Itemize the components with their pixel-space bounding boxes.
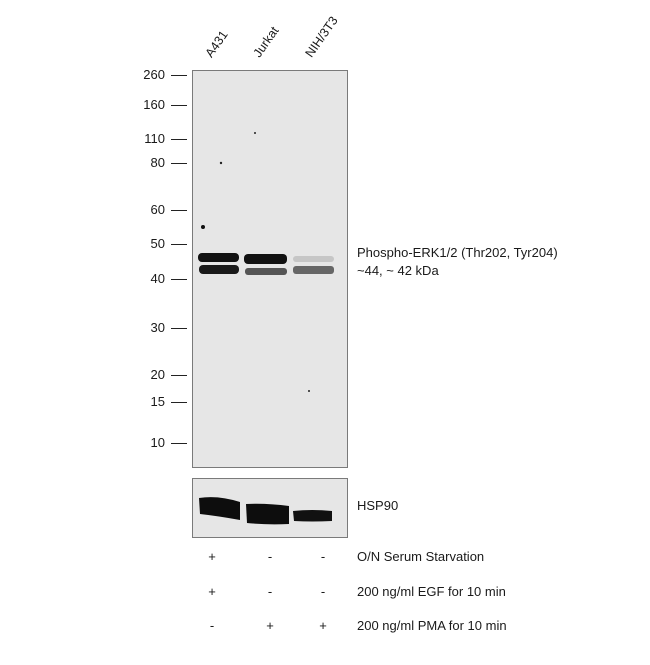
target-protein-label: Phospho-ERK1/2 (Thr202, Tyr204)	[357, 245, 558, 260]
condition-label: O/N Serum Starvation	[357, 549, 485, 564]
marker-tick-15	[171, 402, 187, 403]
condition-symbol: -	[209, 618, 215, 633]
lane-label-nih3t3: NIH/3T3	[302, 13, 341, 61]
marker-label-260: 260	[143, 67, 165, 82]
condition-symbol: +	[208, 584, 216, 599]
marker-label-60: 60	[150, 202, 165, 217]
band-nih3t3-42kda	[293, 266, 334, 274]
lane-label-a431: A431	[202, 28, 231, 60]
marker-label-160: 160	[143, 97, 165, 112]
band-jurkat-42kda	[245, 268, 287, 275]
marker-label-30: 30	[150, 320, 165, 335]
marker-tick-40	[171, 279, 187, 280]
loading-control-label: HSP90	[357, 498, 399, 513]
hsp90-bands	[199, 497, 332, 525]
marker-tick-20	[171, 375, 187, 376]
band-nih3t3-44kda	[293, 256, 334, 262]
marker-label-15: 15	[150, 394, 165, 409]
band-hsp90-a431	[199, 497, 240, 520]
condition-label: 200 ng/ml PMA for 10 min	[357, 618, 507, 633]
erk-bands	[198, 132, 334, 392]
marker-tick-10	[171, 443, 187, 444]
marker-label-10: 10	[150, 435, 165, 450]
marker-label-20: 20	[150, 367, 165, 382]
marker-label-110: 110	[144, 131, 165, 146]
condition-symbol: -	[320, 584, 326, 599]
marker-label-50: 50	[150, 236, 165, 251]
marker-tick-110	[171, 139, 187, 140]
marker-tick-50	[171, 244, 187, 245]
lane-label-jurkat: Jurkat	[250, 24, 282, 61]
condition-symbol: +	[319, 618, 327, 633]
condition-symbol: -	[267, 549, 273, 564]
condition-symbol: -	[320, 549, 326, 564]
marker-tick-80	[171, 163, 187, 164]
target-size-label: ~44, ~ 42 kDa	[357, 263, 439, 278]
marker-tick-30	[171, 328, 187, 329]
band-a431-42kda	[199, 265, 239, 274]
marker-tick-160	[171, 105, 187, 106]
band-hsp90-nih3t3	[293, 510, 332, 522]
marker-tick-60	[171, 210, 187, 211]
condition-label: 200 ng/ml EGF for 10 min	[357, 584, 506, 599]
band-hsp90-jurkat	[246, 503, 289, 525]
condition-symbol: +	[266, 618, 274, 633]
marker-label-40: 40	[150, 271, 165, 286]
band-a431-44kda	[198, 253, 239, 262]
condition-symbol: -	[267, 584, 273, 599]
condition-symbol: +	[208, 549, 216, 564]
marker-label-80: 80	[150, 155, 165, 170]
marker-tick-260	[171, 75, 187, 76]
band-jurkat-44kda	[244, 254, 287, 264]
